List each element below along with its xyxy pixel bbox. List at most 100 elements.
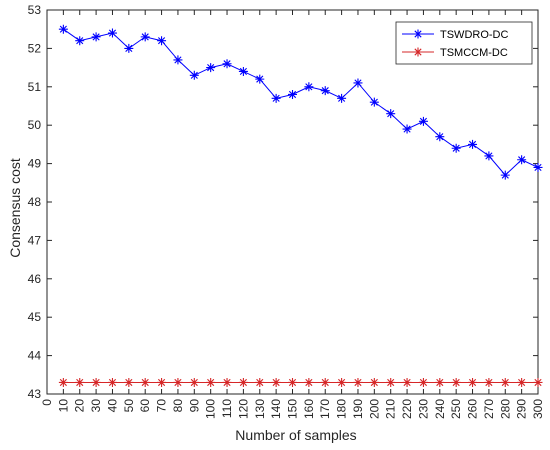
data-point [402, 124, 412, 134]
x-tick-label: 200 [367, 399, 381, 419]
data-point [484, 377, 494, 387]
data-point [386, 109, 396, 119]
x-tick-label: 180 [335, 399, 349, 419]
plot-area [46, 9, 539, 395]
data-point [517, 155, 527, 165]
series-layer [58, 24, 543, 387]
x-tick-label: 290 [515, 399, 529, 419]
data-point [140, 32, 150, 42]
data-point [451, 377, 461, 387]
x-tick-label: 30 [89, 399, 103, 413]
data-point [107, 377, 117, 387]
data-point [157, 36, 167, 46]
data-point [320, 86, 330, 96]
x-tick-label: 60 [138, 399, 152, 413]
x-tick-label: 80 [171, 399, 185, 413]
data-point [288, 377, 297, 387]
data-point [500, 170, 510, 180]
x-tick-label: 110 [220, 399, 234, 418]
data-point [75, 36, 85, 46]
data-point [238, 377, 248, 387]
data-point [222, 377, 232, 387]
series-1 [58, 377, 543, 387]
x-tick-label: 160 [302, 399, 316, 419]
data-point [386, 377, 396, 387]
data-point [402, 377, 412, 387]
y-tick-label: 46 [28, 272, 42, 286]
data-point [533, 162, 543, 172]
data-point [517, 377, 527, 387]
y-tick-label: 50 [28, 118, 42, 132]
data-point [107, 28, 117, 38]
legend-label: TSMCCM-DC [440, 47, 508, 59]
x-tick-label: 130 [253, 399, 267, 419]
x-tick-label: 280 [498, 399, 512, 419]
x-axis-label: Number of samples [235, 427, 356, 443]
x-tick-label: 270 [482, 399, 496, 419]
x-tick-label: 20 [73, 399, 87, 413]
data-point [58, 24, 68, 34]
x-tick-label: 140 [269, 399, 283, 419]
x-tick-label: 120 [236, 399, 250, 419]
x-tick-label: 210 [384, 399, 398, 419]
data-point [435, 377, 445, 387]
y-tick-label: 51 [28, 80, 42, 94]
data-point [157, 377, 167, 387]
data-point [271, 93, 281, 103]
data-point [140, 377, 150, 387]
legend-marker [413, 29, 423, 39]
data-point [206, 63, 216, 73]
data-point [484, 151, 494, 161]
x-tick-label: 100 [204, 399, 218, 419]
data-point [353, 377, 363, 387]
legend-entry: TSMCCM-DC [402, 47, 508, 59]
data-point [238, 66, 248, 76]
x-tick-label: 0 [40, 399, 54, 406]
data-point [173, 55, 183, 65]
data-point [271, 377, 281, 387]
data-point [189, 70, 199, 80]
data-point [304, 82, 314, 92]
data-point [255, 377, 265, 387]
y-tick-label: 43 [28, 387, 42, 401]
data-point [124, 377, 134, 387]
data-point [435, 132, 445, 142]
data-point [468, 139, 478, 149]
data-point [369, 377, 379, 387]
x-tick-label: 40 [105, 399, 119, 413]
data-point [418, 116, 428, 126]
y-tick-label: 44 [28, 349, 42, 363]
data-point [369, 97, 379, 107]
legend-box [395, 21, 533, 65]
x-tick-label: 260 [466, 399, 480, 419]
legend: TSWDRO-DC TSMCCM-DC [395, 21, 533, 65]
data-point [500, 377, 510, 387]
data-point [533, 377, 543, 387]
data-point [173, 377, 183, 387]
y-tick-label: 49 [28, 157, 42, 171]
x-tick-label: 250 [449, 399, 463, 419]
y-tick-label: 45 [28, 310, 42, 324]
y-tick-label: 53 [28, 3, 42, 17]
y-tick-label: 52 [28, 41, 42, 55]
x-tick-label: 240 [433, 399, 447, 419]
data-point [353, 78, 363, 88]
data-point [124, 43, 134, 53]
data-point [451, 143, 461, 153]
x-tick-label: 190 [351, 399, 365, 419]
series-line [63, 28, 539, 176]
data-point [189, 377, 199, 387]
legend-label: TSWDRO-DC [440, 29, 508, 41]
data-point [304, 377, 314, 387]
x-tick-label: 220 [400, 399, 414, 419]
x-tick-label: 170 [318, 399, 332, 419]
x-tick-label: 70 [155, 399, 169, 413]
legend-entry: TSWDRO-DC [402, 29, 508, 41]
y-tick-label: 48 [28, 195, 42, 209]
plot-frame [46, 9, 539, 395]
x-tick-label: 150 [286, 399, 300, 419]
x-axis-ticks: 0 10 20 30 40 50 60 70 80 90 100 110 120 130 140 150 160… [40, 10, 545, 419]
data-point [418, 377, 428, 387]
data-point [206, 377, 216, 387]
